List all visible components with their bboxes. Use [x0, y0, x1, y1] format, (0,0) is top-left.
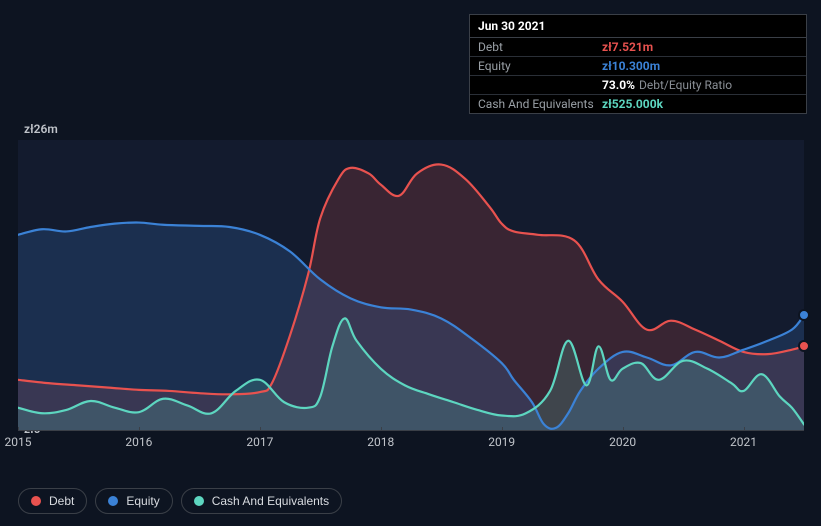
x-tick-label: 2019	[488, 435, 515, 449]
tooltip-row-label: Debt	[478, 40, 602, 54]
tooltip-row: Equityzł10.300m	[470, 57, 806, 76]
x-tick-mark	[502, 427, 503, 431]
legend-dot-icon	[194, 496, 204, 506]
x-tick-mark	[744, 427, 745, 431]
x-tick-mark	[381, 427, 382, 431]
tooltip-row: 73.0%Debt/Equity Ratio	[470, 76, 806, 95]
legend-dot-icon	[31, 496, 41, 506]
tooltip-row-value: 73.0%Debt/Equity Ratio	[602, 78, 732, 92]
x-tick-label: 2020	[609, 435, 636, 449]
tooltip-box: Jun 30 2021 Debtzł7.521mEquityzł10.300m7…	[469, 14, 807, 114]
y-axis-max-label: zł26m	[24, 122, 58, 136]
tooltip-row-value: zł7.521m	[602, 40, 653, 54]
tooltip-row-label	[478, 78, 602, 92]
legend-label: Equity	[126, 494, 159, 508]
x-axis: 2015201620172018201920202021	[18, 430, 804, 454]
legend-item-equity[interactable]: Equity	[95, 488, 172, 514]
x-tick-mark	[260, 427, 261, 431]
x-tick-label: 2021	[730, 435, 757, 449]
legend: Debt Equity Cash And Equivalents	[18, 488, 342, 514]
legend-label: Cash And Equivalents	[212, 494, 329, 508]
x-tick-label: 2016	[125, 435, 152, 449]
x-tick-label: 2017	[246, 435, 273, 449]
legend-item-debt[interactable]: Debt	[18, 488, 87, 514]
x-tick-label: 2018	[367, 435, 394, 449]
tooltip-row: Debtzł7.521m	[470, 38, 806, 57]
marker-equity	[798, 309, 810, 321]
chart-plot-area	[18, 140, 804, 430]
x-tick-label: 2015	[5, 435, 32, 449]
x-tick-mark	[139, 427, 140, 431]
x-tick-mark	[623, 427, 624, 431]
legend-item-cash[interactable]: Cash And Equivalents	[181, 488, 342, 514]
marker-debt	[798, 340, 810, 352]
tooltip-row-label: Cash And Equivalents	[478, 97, 602, 111]
tooltip-date: Jun 30 2021	[470, 15, 806, 38]
x-tick-mark	[18, 427, 19, 431]
tooltip-row-value: zł525.000k	[602, 97, 663, 111]
legend-dot-icon	[108, 496, 118, 506]
chart-svg	[18, 140, 804, 430]
legend-label: Debt	[49, 494, 74, 508]
tooltip-row-value: zł10.300m	[602, 59, 660, 73]
tooltip-row: Cash And Equivalentszł525.000k	[470, 95, 806, 113]
tooltip-row-suffix: Debt/Equity Ratio	[639, 78, 732, 92]
tooltip-row-label: Equity	[478, 59, 602, 73]
